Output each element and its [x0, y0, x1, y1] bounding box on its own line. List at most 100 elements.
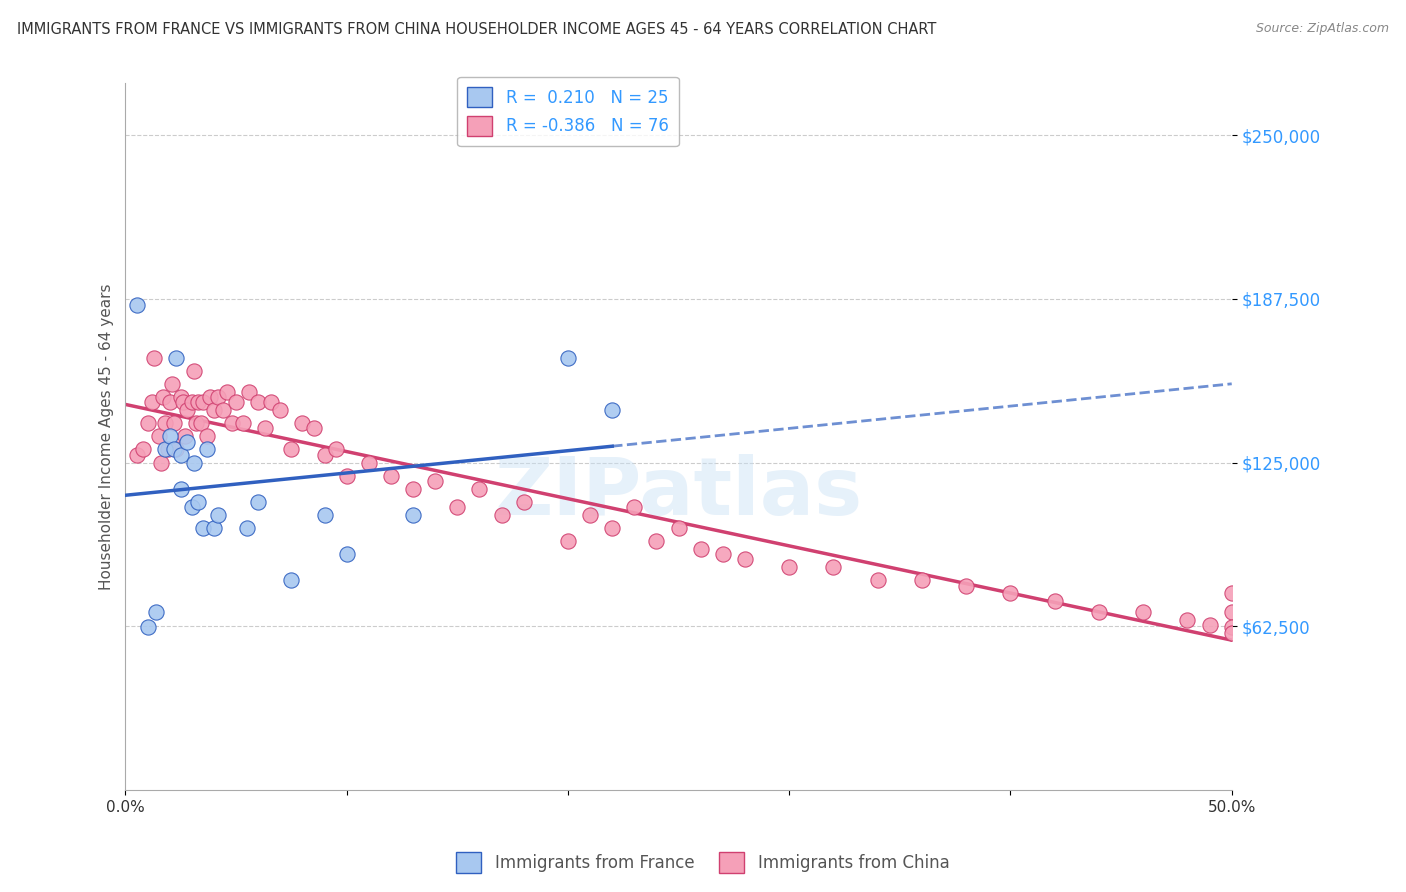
Point: [165, 442, 187, 457]
Point: [623, 500, 645, 514]
Point: [155, 416, 177, 430]
Point: [1132, 605, 1154, 619]
Point: [260, 395, 283, 409]
Point: [291, 416, 314, 430]
Point: [163, 442, 186, 457]
Text: ZIPatlas: ZIPatlas: [495, 454, 863, 532]
Point: [1198, 618, 1220, 632]
Point: [207, 390, 229, 404]
Point: [186, 416, 208, 430]
Point: [1177, 613, 1199, 627]
Point: [202, 521, 225, 535]
Point: [170, 390, 193, 404]
Point: [314, 448, 336, 462]
Point: [600, 521, 623, 535]
Point: [446, 500, 468, 514]
Point: [136, 620, 159, 634]
Point: [155, 442, 177, 457]
Legend: Immigrants from France, Immigrants from China: Immigrants from France, Immigrants from …: [450, 846, 956, 880]
Point: [217, 384, 239, 399]
Point: [579, 508, 602, 522]
Point: [183, 364, 205, 378]
Point: [491, 508, 513, 522]
Point: [247, 495, 270, 509]
Point: [159, 395, 181, 409]
Point: [1088, 605, 1111, 619]
Point: [402, 482, 425, 496]
Point: [187, 395, 209, 409]
Point: [149, 456, 172, 470]
Point: [336, 468, 359, 483]
Point: [176, 434, 198, 449]
Point: [512, 495, 534, 509]
Point: [1220, 586, 1243, 600]
Point: [247, 395, 270, 409]
Point: [172, 395, 194, 409]
Point: [152, 390, 174, 404]
Point: [600, 403, 623, 417]
Point: [163, 416, 186, 430]
Point: [557, 534, 579, 549]
Point: [232, 416, 254, 430]
Point: [198, 390, 221, 404]
Point: [425, 474, 447, 488]
Y-axis label: Householder Income Ages 45 - 64 years: Householder Income Ages 45 - 64 years: [100, 283, 114, 590]
Point: [170, 448, 193, 462]
Point: [236, 521, 259, 535]
Legend: R =  0.210   N = 25, R = -0.386   N = 76: R = 0.210 N = 25, R = -0.386 N = 76: [457, 77, 679, 146]
Point: [557, 351, 579, 365]
Point: [183, 456, 205, 470]
Point: [165, 351, 187, 365]
Point: [225, 395, 247, 409]
Point: [180, 500, 202, 514]
Point: [195, 429, 218, 443]
Point: [778, 560, 800, 574]
Point: [141, 395, 163, 409]
Point: [1220, 605, 1243, 619]
Point: [125, 298, 148, 312]
Point: [380, 468, 402, 483]
Point: [280, 442, 302, 457]
Point: [136, 416, 159, 430]
Point: [211, 403, 233, 417]
Point: [325, 442, 347, 457]
Point: [170, 482, 193, 496]
Point: [145, 605, 167, 619]
Point: [468, 482, 491, 496]
Point: [357, 456, 380, 470]
Point: [314, 508, 336, 522]
Point: [125, 448, 148, 462]
Point: [160, 376, 183, 391]
Point: [645, 534, 668, 549]
Text: IMMIGRANTS FROM FRANCE VS IMMIGRANTS FROM CHINA HOUSEHOLDER INCOME AGES 45 - 64 : IMMIGRANTS FROM FRANCE VS IMMIGRANTS FRO…: [17, 22, 936, 37]
Point: [1220, 620, 1243, 634]
Point: [191, 395, 214, 409]
Point: [187, 495, 209, 509]
Point: [221, 416, 243, 430]
Point: [174, 429, 197, 443]
Point: [143, 351, 166, 365]
Point: [823, 560, 845, 574]
Point: [159, 429, 181, 443]
Point: [911, 574, 934, 588]
Point: [1220, 625, 1243, 640]
Point: [280, 574, 302, 588]
Point: [180, 395, 202, 409]
Point: [668, 521, 690, 535]
Point: [302, 421, 325, 435]
Point: [191, 521, 214, 535]
Point: [711, 547, 734, 561]
Point: [1043, 594, 1066, 608]
Point: [689, 541, 711, 556]
Point: [156, 442, 179, 457]
Point: [402, 508, 425, 522]
Point: [148, 429, 170, 443]
Point: [207, 508, 229, 522]
Point: [176, 403, 198, 417]
Point: [1000, 586, 1022, 600]
Point: [734, 552, 756, 566]
Point: [190, 416, 212, 430]
Point: [253, 421, 276, 435]
Point: [336, 547, 359, 561]
Text: Source: ZipAtlas.com: Source: ZipAtlas.com: [1256, 22, 1389, 36]
